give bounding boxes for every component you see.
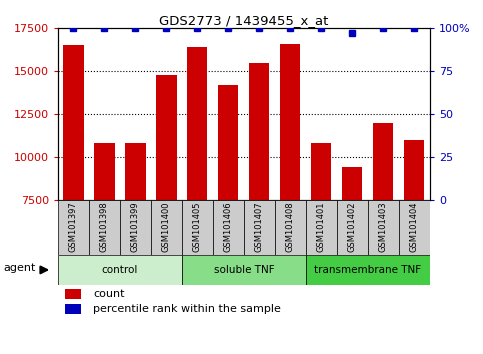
Text: count: count — [94, 289, 125, 299]
Bar — [306, 255, 430, 285]
Text: GSM101398: GSM101398 — [100, 202, 109, 252]
Bar — [342, 167, 362, 200]
Text: GSM101408: GSM101408 — [286, 202, 295, 252]
Text: GSM101404: GSM101404 — [410, 202, 419, 252]
Text: GSM101397: GSM101397 — [69, 202, 78, 252]
Bar — [399, 200, 430, 255]
Bar — [120, 200, 151, 255]
Bar — [306, 200, 337, 255]
Text: transmembrane TNF: transmembrane TNF — [314, 265, 422, 275]
Bar — [312, 143, 331, 200]
Bar — [89, 200, 120, 255]
Bar — [218, 85, 239, 200]
Bar — [187, 47, 208, 200]
Bar — [213, 200, 244, 255]
Bar — [65, 304, 81, 314]
Bar — [373, 123, 394, 200]
Bar — [94, 143, 114, 200]
Bar — [280, 44, 300, 200]
Text: GSM101405: GSM101405 — [193, 202, 202, 252]
Text: agent: agent — [3, 263, 35, 273]
Bar — [151, 200, 182, 255]
Bar — [65, 289, 81, 299]
Bar — [249, 63, 270, 200]
Text: GSM101399: GSM101399 — [131, 202, 140, 252]
Bar — [58, 200, 89, 255]
Bar — [404, 140, 425, 200]
Bar — [337, 200, 368, 255]
Bar — [275, 200, 306, 255]
Text: control: control — [102, 265, 138, 275]
Text: soluble TNF: soluble TNF — [213, 265, 274, 275]
Title: GDS2773 / 1439455_x_at: GDS2773 / 1439455_x_at — [159, 14, 328, 27]
Text: percentile rank within the sample: percentile rank within the sample — [94, 304, 281, 314]
Bar — [126, 143, 145, 200]
Text: GSM101401: GSM101401 — [317, 202, 326, 252]
Text: GSM101400: GSM101400 — [162, 202, 171, 252]
Bar — [182, 255, 306, 285]
Bar — [244, 200, 275, 255]
Text: GSM101407: GSM101407 — [255, 202, 264, 252]
Bar — [63, 46, 84, 200]
Bar — [58, 255, 182, 285]
Bar — [182, 200, 213, 255]
Bar — [368, 200, 399, 255]
Text: GSM101403: GSM101403 — [379, 202, 388, 252]
Text: GSM101402: GSM101402 — [348, 202, 357, 252]
Text: GSM101406: GSM101406 — [224, 202, 233, 252]
Bar — [156, 75, 176, 200]
